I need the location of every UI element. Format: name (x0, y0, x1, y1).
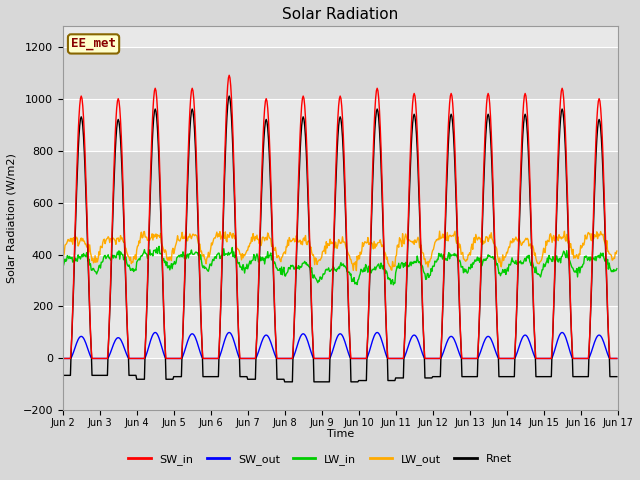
Rnet (126, 372, 134, 378)
SW_in (408, 112, 416, 118)
LW_in (390, 282, 397, 288)
Title: Solar Radiation: Solar Radiation (282, 7, 398, 22)
SW_out (152, 330, 159, 336)
SW_in (613, 356, 621, 361)
SW_out (69, 351, 77, 357)
Y-axis label: Solar Radiation (W/m2): Solar Radiation (W/m2) (7, 153, 17, 283)
SW_in (225, 72, 233, 78)
LW_in (126, 264, 134, 270)
LW_out (424, 264, 432, 270)
Rnet (59, 372, 67, 378)
Bar (63, 151, 618, 203)
Text: EE_met: EE_met (71, 37, 116, 50)
LW_in (613, 266, 621, 272)
Line: LW_out: LW_out (63, 231, 617, 271)
LW_out (613, 248, 621, 254)
Rnet (69, 310, 77, 315)
LW_in (212, 255, 220, 261)
SW_in (59, 356, 67, 361)
LW_in (69, 259, 77, 265)
SW_out (212, 356, 220, 361)
Rnet (225, 93, 233, 99)
Legend: SW_in, SW_out, LW_in, LW_out, Rnet: SW_in, SW_out, LW_in, LW_out, Rnet (124, 450, 516, 469)
Line: LW_in: LW_in (63, 246, 617, 285)
LW_out (211, 235, 219, 241)
LW_out (69, 241, 77, 247)
LW_out (182, 229, 190, 235)
SW_in (424, 356, 432, 361)
SW_out (613, 356, 621, 361)
Line: SW_in: SW_in (63, 75, 617, 359)
Line: Rnet: Rnet (63, 96, 617, 382)
LW_in (59, 263, 67, 268)
SW_out (424, 356, 432, 361)
Rnet (281, 379, 289, 385)
Rnet (409, 120, 417, 126)
LW_out (408, 239, 416, 244)
X-axis label: Time: Time (326, 430, 354, 440)
LW_in (409, 261, 417, 266)
Bar (63, 254, 618, 307)
LW_out (126, 258, 134, 264)
Rnet (425, 375, 433, 381)
SW_out (183, 341, 191, 347)
Rnet (211, 374, 219, 380)
Bar (63, 47, 618, 98)
SW_in (182, 223, 190, 228)
Bar (63, 359, 618, 410)
SW_out (408, 334, 416, 340)
Rnet (613, 374, 621, 380)
LW_out (436, 228, 444, 234)
LW_in (183, 252, 191, 258)
LW_in (156, 243, 163, 249)
LW_out (59, 251, 67, 256)
Rnet (182, 233, 190, 239)
LW_in (425, 275, 433, 280)
SW_out (126, 356, 134, 361)
SW_in (126, 356, 134, 361)
SW_in (211, 356, 219, 361)
Line: SW_out: SW_out (63, 333, 617, 359)
SW_in (69, 306, 77, 312)
SW_out (59, 356, 67, 361)
LW_out (353, 268, 360, 274)
